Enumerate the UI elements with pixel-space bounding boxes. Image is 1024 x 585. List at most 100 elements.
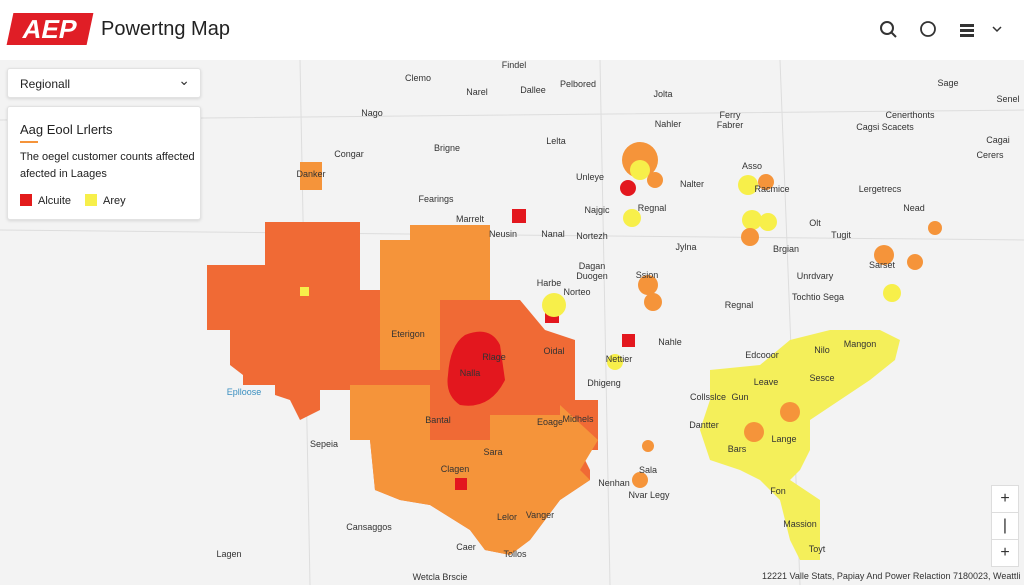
header: AEP Powertng Map	[0, 0, 1024, 60]
legend-label: Arey	[103, 195, 126, 207]
accent	[20, 141, 38, 143]
place-label: Brgian	[773, 244, 799, 254]
place-label: Fabrer	[717, 120, 744, 130]
place-label: Lelor	[497, 512, 517, 522]
place-label: Bantal	[425, 415, 451, 425]
place-label: Duogen	[576, 271, 608, 281]
place-label: Congar	[334, 149, 364, 159]
place-label: Unleye	[576, 172, 604, 182]
legend-label: Alcuite	[38, 195, 72, 207]
legend-item: Alcuite	[20, 194, 71, 207]
place-label: Marrelt	[456, 214, 485, 224]
legend-swatch	[85, 194, 98, 206]
place-label: Pelbored	[560, 79, 596, 89]
place-label: Dhigeng	[587, 378, 621, 388]
place-label: Danker	[296, 169, 325, 179]
place-label: Neusin	[489, 229, 517, 239]
place-label: Brigne	[434, 143, 460, 153]
place-label: Sala	[639, 465, 657, 475]
logo: AEP	[6, 13, 94, 45]
place-label: Mangon	[844, 339, 877, 349]
place-label: Nalla	[460, 368, 481, 378]
place-label: Sarset	[869, 260, 896, 270]
place-label: Toyt	[809, 544, 826, 554]
place-label: Dagan	[579, 261, 606, 271]
attribution: 12221 Valle Stats, Papiay And Power Rela…	[762, 571, 1021, 581]
place-label: Collsslce	[690, 392, 726, 402]
place-label: Wetcla Brscie	[413, 572, 468, 582]
legend-title: Aag Eool Lrlerts	[20, 122, 113, 137]
legend-description: afected in Laages	[20, 168, 107, 180]
place-label: Edcooor	[745, 350, 779, 360]
place-label: Cerers	[976, 150, 1004, 160]
place-label: Cagsi Scacets	[856, 122, 914, 132]
place-label: Nettier	[606, 354, 633, 364]
place-label: Sage	[937, 78, 958, 88]
place-label: Nahle	[658, 337, 682, 347]
place-label: Rlage	[482, 352, 506, 362]
place-label: Clemo	[405, 73, 431, 83]
zoom-button[interactable]: |	[991, 512, 1019, 540]
place-label: Sesce	[809, 373, 834, 383]
place-label: Tochtio Sega	[792, 292, 844, 302]
dropdown-arrow: ⌄	[178, 72, 190, 88]
legend-items: Alcuite Arey	[20, 191, 140, 209]
place-label: Sara	[483, 447, 502, 457]
place-label: Nenhan	[598, 478, 630, 488]
app-title: Powertng Map	[101, 18, 230, 40]
zoom-button[interactable]: +	[991, 539, 1019, 567]
place-label: Fon	[770, 486, 786, 496]
severe-region	[447, 331, 505, 406]
place-label: Massion	[783, 519, 817, 529]
place-label: Cagai	[986, 135, 1010, 145]
region-select-label: Regionall	[20, 77, 71, 91]
place-label: Eplloose	[227, 387, 262, 397]
place-label: Cenerthonts	[885, 110, 935, 120]
place-label: Fearings	[418, 194, 454, 204]
place-label: Gun	[731, 392, 748, 402]
outage-region	[350, 385, 598, 555]
place-label: Eterigon	[391, 329, 425, 339]
place-label: Eoage	[537, 417, 563, 427]
place-label: Oidal	[543, 346, 564, 356]
place-label: Ferry	[720, 110, 741, 120]
place-label: Lelta	[546, 136, 566, 146]
place-label: Bars	[728, 444, 747, 454]
region-select[interactable]: Regionall ⌄	[7, 68, 201, 98]
place-label: Tugit	[831, 230, 851, 240]
place-label: Senel	[996, 94, 1019, 104]
place-label: Midhels	[562, 414, 594, 424]
place-label: Nahler	[655, 119, 682, 129]
place-label: Nalter	[680, 179, 704, 189]
place-label: Lange	[771, 434, 796, 444]
place-label: Najgic	[584, 205, 610, 215]
place-label: Caer	[456, 542, 476, 552]
zoom-button[interactable]: +	[991, 485, 1019, 513]
place-label: Asso	[742, 161, 762, 171]
place-label: Nanal	[541, 229, 565, 239]
place-label: Clagen	[441, 464, 470, 474]
place-label: Sepeia	[310, 439, 338, 449]
place-label: Findel	[502, 60, 527, 70]
place-label: Racmice	[754, 184, 789, 194]
toolbar-icons[interactable]	[876, 15, 1006, 45]
place-label: Dallee	[520, 85, 546, 95]
place-label: Jolta	[653, 89, 672, 99]
outage-spots	[300, 142, 942, 490]
place-label: Harbe	[537, 278, 562, 288]
place-label: Dantter	[689, 420, 719, 430]
place-label: Cansaggos	[346, 522, 392, 532]
place-label: Nago	[361, 108, 383, 118]
place-label: Regnal	[725, 300, 754, 310]
legend-item: Arey	[85, 194, 126, 207]
place-label: Nead	[903, 203, 925, 213]
place-label: Norteo	[563, 287, 590, 297]
place-label: Jylna	[675, 242, 696, 252]
place-label: Narel	[466, 87, 488, 97]
place-label: Vanger	[526, 510, 554, 520]
legend-description: The oegel customer counts affected	[20, 151, 195, 163]
place-label: Leave	[754, 377, 779, 387]
place-label: Tollos	[503, 549, 527, 559]
